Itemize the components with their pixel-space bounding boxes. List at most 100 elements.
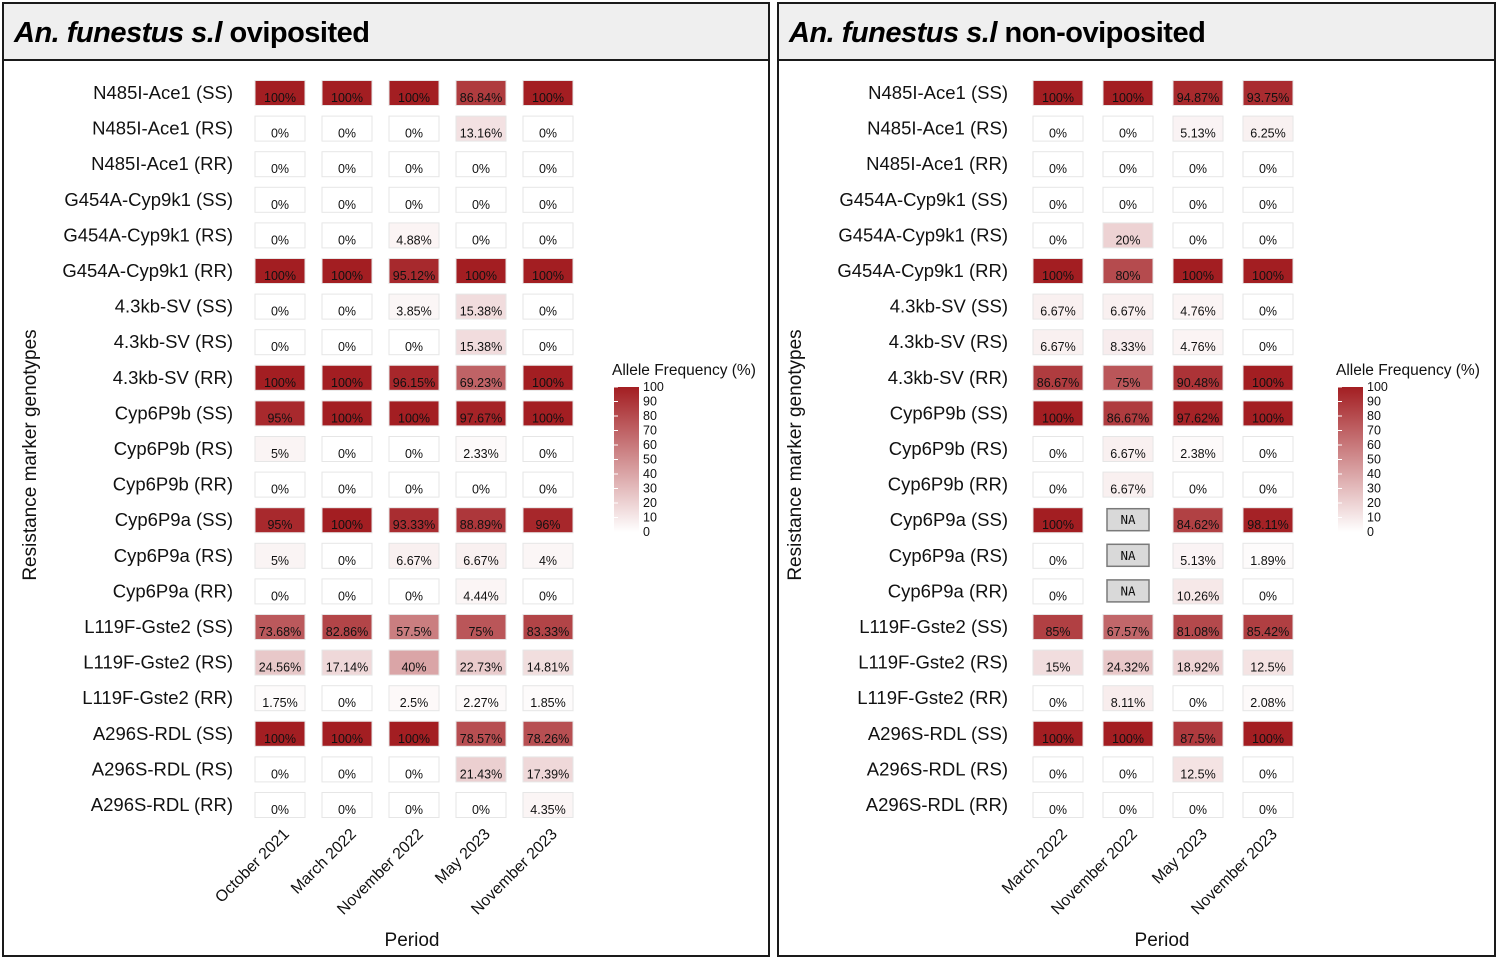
y-tick-label: Cyp6P9a (SS) [890, 509, 1008, 530]
cell-label: 0% [271, 305, 289, 319]
cell-label: 0% [1259, 803, 1277, 817]
heatmap-cell [1032, 507, 1084, 534]
y-tick-label: Cyp6P9b (RR) [888, 474, 1008, 495]
y-tick-label: L119F-Gste2 (RS) [83, 652, 233, 673]
heatmap-cell [1032, 151, 1084, 178]
cell-label: 0% [271, 233, 289, 247]
y-tick-label: 4.3kb-SV (SS) [890, 296, 1008, 317]
cell-label: 100% [1252, 376, 1284, 390]
heatmap-cell [1032, 614, 1084, 640]
cell-label: 80% [1115, 269, 1140, 283]
heatmap-cell [254, 115, 306, 142]
cell-label: 100% [1042, 269, 1074, 283]
cell-label: 4.76% [1180, 305, 1215, 319]
heatmap-cell [1242, 471, 1294, 498]
heatmap-cell [455, 756, 507, 783]
heatmap-cell [321, 329, 373, 356]
heatmap-cell [1242, 792, 1294, 818]
heatmap-cell [321, 792, 373, 818]
cell-label: 0% [338, 554, 356, 568]
heatmap-cell [254, 151, 306, 178]
cell-label: 100% [1042, 91, 1074, 105]
heatmap-cell [522, 115, 574, 142]
heatmap-cell [388, 578, 440, 605]
cell-label: 0% [539, 447, 557, 461]
cell-label: 0% [539, 305, 557, 319]
legend-tick-label: 20 [643, 496, 657, 510]
heatmap-cell [1242, 222, 1294, 249]
cell-label: 0% [1049, 554, 1067, 568]
legend-tick-label: 70 [643, 424, 657, 438]
cell-label: 100% [532, 411, 564, 425]
cell-label: 6.67% [1040, 305, 1075, 319]
y-tick-label: L119F-Gste2 (SS) [859, 616, 1008, 637]
cell-label: 0% [338, 340, 356, 354]
heatmap-cell [455, 222, 507, 249]
cell-label: 0% [1259, 162, 1277, 176]
cell-label: 0% [1119, 198, 1137, 212]
x-axis-title: Period [385, 930, 440, 951]
heatmap-cell [522, 614, 574, 640]
heatmap-cell [388, 685, 440, 712]
cell-label: 6.67% [1110, 447, 1145, 461]
heatmap-cell [455, 649, 507, 676]
species-name: An. funestus s.l [14, 17, 222, 49]
heatmap-cell [321, 614, 373, 640]
cell-label: 3.85% [396, 305, 431, 319]
y-tick-label: L119F-Gste2 (RS) [858, 652, 1008, 673]
heatmap-cell [522, 542, 574, 569]
heatmap-cell [1242, 258, 1294, 284]
cell-label: 1.85% [530, 696, 565, 710]
x-tick-label: March 2022 [288, 826, 360, 898]
heatmap-cell [1172, 471, 1224, 498]
cell-label: 100% [1042, 518, 1074, 532]
cell-label: 1.75% [262, 696, 297, 710]
heatmap-cell [321, 364, 373, 391]
cell-label: NA [1120, 583, 1136, 598]
y-tick-label: Cyp6P9b (RS) [889, 438, 1008, 459]
heatmap-cell [1032, 756, 1084, 783]
cell-label: 0% [271, 127, 289, 141]
cell-label: 86.67% [1037, 376, 1079, 390]
cell-label: 95% [267, 411, 292, 425]
heatmap-cell [321, 578, 373, 605]
cell-label: 0% [338, 483, 356, 497]
heatmap-chart-oviposited: Resistance marker genotypes N485I-Ace1 (S… [20, 80, 756, 951]
heatmap-cell [455, 115, 507, 142]
y-tick-label: A296S-RDL (RR) [91, 794, 233, 815]
heatmap-cell [1172, 115, 1224, 142]
heatmap-cell [254, 792, 306, 818]
y-tick-label: Cyp6P9b (RS) [114, 438, 233, 459]
cell-label: 8.33% [1110, 340, 1145, 354]
heatmap-cell [321, 542, 373, 569]
cell-label: 95.12% [393, 269, 435, 283]
panel-header: An. funestus s.l oviposited [4, 4, 768, 61]
cell-label: 15.38% [460, 340, 502, 354]
heatmap-cell [522, 364, 574, 391]
heatmap-cell [388, 649, 440, 676]
cell-label: 24.32% [1107, 661, 1149, 675]
cell-label: 0% [1259, 233, 1277, 247]
heatmap-cell [388, 222, 440, 249]
heatmap-cell [1172, 400, 1224, 427]
title-suffix: non-oviposited [996, 17, 1206, 49]
heatmap-cell [522, 329, 574, 356]
heatmap-cell [1032, 293, 1084, 320]
cell-label: 0% [1049, 696, 1067, 710]
heatmap-cell [1172, 720, 1224, 747]
cell-label: 100% [398, 91, 430, 105]
y-tick-label: A296S-RDL (RR) [866, 794, 1008, 815]
heatmap-cell [455, 151, 507, 178]
cell-label: 0% [405, 127, 423, 141]
heatmap-cell [1242, 436, 1294, 462]
cell-label: 0% [472, 803, 490, 817]
heatmap-cell [254, 186, 306, 213]
heatmap-cell-na [1106, 543, 1150, 568]
x-tick-label: May 2023 [432, 826, 494, 888]
cell-label: 0% [1049, 447, 1067, 461]
heatmap-cell [388, 151, 440, 178]
heatmap-cell [1172, 649, 1224, 676]
heatmap-cell [321, 115, 373, 142]
cell-label: 0% [539, 127, 557, 141]
heatmap-cell [321, 685, 373, 712]
